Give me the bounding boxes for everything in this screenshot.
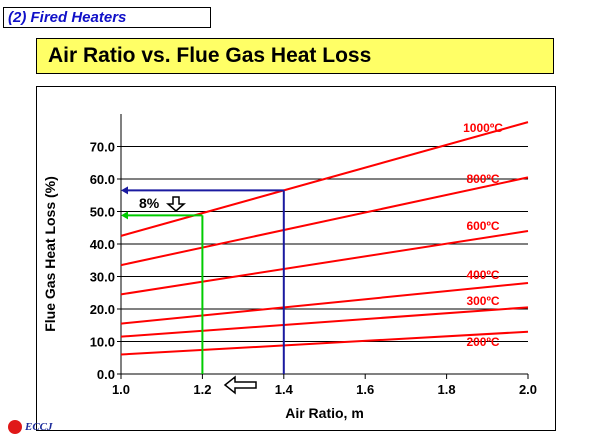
eccj-logo: ECCJ	[8, 418, 53, 436]
y-tick-label: 20.0	[90, 302, 115, 317]
series-label: 400ºC	[466, 268, 499, 282]
series-line	[120, 306, 529, 338]
x-tick-label: 1.6	[356, 382, 374, 397]
x-tick-label: 1.0	[112, 382, 130, 397]
series-line	[120, 330, 529, 356]
left-arrow-icon	[223, 375, 257, 395]
chart-panel: 1.0 1.2 1.4 1.6 1.8 2.0 0.0 10.0 20.0 30.0 40.0 50.…	[36, 86, 556, 431]
y-tick-label: 60.0	[90, 172, 115, 187]
series-line	[120, 230, 529, 296]
y-tick-label: 30.0	[90, 270, 115, 285]
arrowhead-icon	[121, 211, 128, 220]
series-label: 300ºC	[466, 294, 499, 308]
x-tick-label: 2.0	[519, 382, 537, 397]
logo-text: ECCJ	[25, 421, 53, 433]
series-label: 800ºC	[466, 172, 499, 186]
y-tick-label: 0.0	[97, 367, 115, 382]
x-tick-label: 1.8	[438, 382, 456, 397]
series-line	[120, 121, 529, 237]
section-tag: (2) Fired Heaters	[3, 7, 211, 28]
y-tick-label: 50.0	[90, 205, 115, 220]
eccj-logo-icon	[8, 420, 22, 434]
y-tick-label: 10.0	[90, 335, 115, 350]
x-axis-label: Air Ratio, m	[285, 405, 364, 421]
y-tick-label: 70.0	[90, 140, 115, 155]
chart: 1.0 1.2 1.4 1.6 1.8 2.0 0.0 10.0 20.0 30.0 40.0 50.…	[42, 114, 537, 421]
x-tick-label: 1.2	[193, 382, 211, 397]
series-line	[120, 282, 529, 325]
y-axis-label: Flue Gas Heat Loss (%)	[42, 176, 58, 332]
series-label: 200ºC	[466, 335, 499, 349]
page-title: Air Ratio vs. Flue Gas Heat Loss	[36, 38, 554, 74]
arrowhead-icon	[121, 186, 128, 195]
series-label: 600ºC	[466, 219, 499, 233]
down-arrow-icon	[166, 196, 186, 212]
y-tick-label: 40.0	[90, 237, 115, 252]
reduction-label: 8%	[139, 195, 160, 211]
series-line	[120, 176, 529, 267]
x-tick-label: 1.4	[275, 382, 294, 397]
series-label: 1000ºC	[463, 121, 503, 135]
